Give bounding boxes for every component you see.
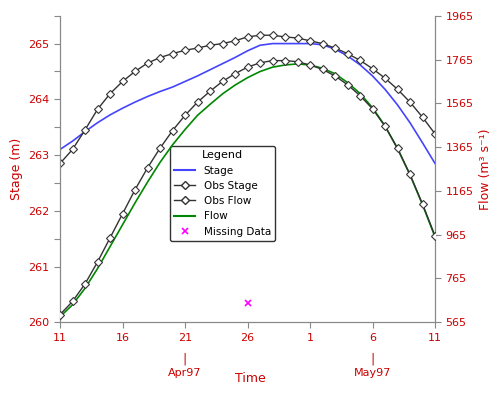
Text: May97: May97	[354, 368, 391, 378]
Text: |: |	[370, 353, 374, 366]
Text: |: |	[183, 353, 187, 366]
Y-axis label: Stage (m): Stage (m)	[10, 138, 23, 200]
Legend: Stage, Obs Stage, Obs Flow, Flow, Missing Data: Stage, Obs Stage, Obs Flow, Flow, Missin…	[170, 146, 275, 241]
Text: Time: Time	[234, 372, 266, 385]
Text: Apr97: Apr97	[168, 368, 202, 378]
Y-axis label: Flow (m³ s⁻¹): Flow (m³ s⁻¹)	[479, 128, 492, 210]
